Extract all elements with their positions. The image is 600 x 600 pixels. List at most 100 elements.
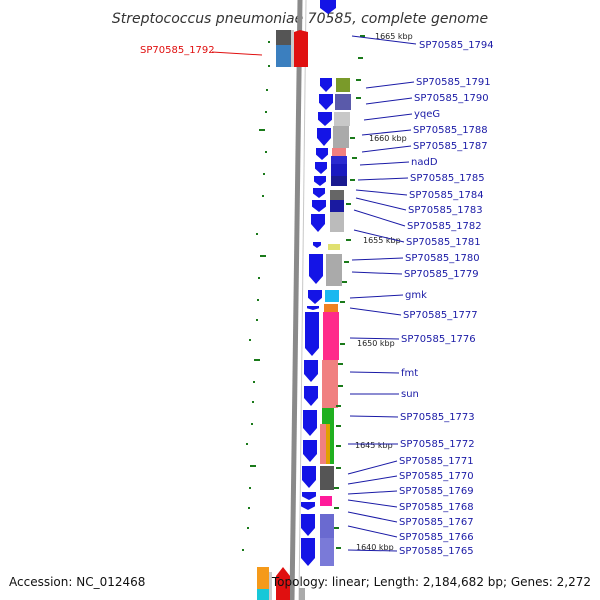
strand-gene-arrows [301,78,333,566]
gene-label-sp70585-1770[interactable]: SP70585_1770 [399,471,474,482]
leader-line [365,81,415,89]
gene-label-sp70585-1790[interactable]: SP70585_1790 [414,93,489,104]
gene-arrow [317,128,331,146]
genome-summary-text: Topology: linear; Length: 2,184,682 bp; … [271,575,591,589]
gene-arrow [304,360,318,382]
gene-label-sp70585-1788[interactable]: SP70585_1788 [413,125,488,136]
gene-label-sp70585-1781[interactable]: SP70585_1781 [406,237,481,248]
gene-label-sp70585-1782[interactable]: SP70585_1782 [407,221,482,232]
gene-label-sun[interactable]: sun [401,389,419,400]
gene-arrow [303,410,317,436]
cog-bar [331,156,347,164]
gene-arrow [320,78,332,92]
gene-arrow [302,466,316,488]
gene-arrow [301,514,315,536]
scale-labels: 1665 kbp 1660 kbp 1655 kbp 1650 kbp 1645… [355,32,413,552]
gene-label-sp70585-1787[interactable]: SP70585_1787 [413,141,488,152]
cog-bar [330,212,344,232]
gene-label-sp70585-1785[interactable]: SP70585_1785 [410,173,485,184]
cog-bar [330,200,344,212]
genes-partial-bottom[interactable] [257,567,305,600]
gene-label-sp70585-1769[interactable]: SP70585_1769 [399,486,474,497]
cog-bar [320,466,334,490]
gene-partial-top[interactable] [320,0,336,14]
gene-arrow [316,148,328,160]
scale-label-1645: 1645 kbp [355,441,393,450]
gene-label-sp70585-1766[interactable]: SP70585_1766 [399,532,474,543]
gene-label-sp70585-1794[interactable]: SP70585_1794 [419,40,494,51]
gene-label-sp70585-1771[interactable]: SP70585_1771 [399,456,474,467]
leader-line [349,371,400,374]
gene-label-sp70585-1792[interactable]: SP70585_1792 [140,45,215,56]
gene-label-sp70585-1780[interactable]: SP70585_1780 [405,253,480,264]
gene-arrow [313,242,321,248]
gene-arrow [301,538,315,566]
gene-label-gmk[interactable]: gmk [405,290,427,301]
leader-line [349,415,399,418]
scale-label-1640: 1640 kbp [356,543,394,552]
cog-bar [326,254,342,286]
leader-line [347,460,398,475]
cog-bar [336,78,350,92]
leader-line [353,209,406,227]
gene-label-yqeg[interactable]: yqeG [414,109,440,120]
cog-bar [331,164,347,176]
leader-line [355,189,408,196]
scale-label-1655: 1655 kbp [363,236,401,245]
gene-label-sp70585-1791[interactable]: SP70585_1791 [416,77,491,88]
right-scale-ticks [334,35,365,549]
accession-text: Accession: NC_012468 [9,575,145,589]
scale-label-1660: 1660 kbp [369,134,407,143]
gene-label-sp70585-1783[interactable]: SP70585_1783 [408,205,483,216]
genome-axis [289,0,307,600]
cog-bar [325,290,339,302]
cog-bar [324,304,338,312]
cog-bar [334,112,350,126]
gene-label-sp70585-1767[interactable]: SP70585_1767 [399,517,474,528]
gene-arrow [303,440,317,462]
leader-line [363,113,413,121]
gene-label-sp70585-1779[interactable]: SP70585_1779 [404,269,479,280]
gene-label-sp70585-1765[interactable]: SP70585_1765 [399,546,474,557]
gene-label-sp70585-1784[interactable]: SP70585_1784 [409,190,484,201]
leader-line [349,307,402,316]
cog-bar [333,126,349,148]
gene-label-fmt[interactable]: fmt [401,368,418,379]
gene-label-sp70585-1768[interactable]: SP70585_1768 [399,502,474,513]
cog-bar [320,424,326,464]
gene-label-nadd[interactable]: nadD [411,157,438,168]
cog-bar [320,514,334,538]
gene-arrow [307,306,319,310]
gene-arrow [308,290,322,304]
cog-bar [332,148,346,156]
gene-label-sp70585-1773[interactable]: SP70585_1773 [400,412,475,423]
cog-bar [322,408,334,424]
gene-arrow [312,200,326,212]
leader-line [351,271,403,275]
cog-bar [326,424,330,464]
left-scale-ticks [242,41,270,551]
gene-label-sp70585-1776[interactable]: SP70585_1776 [401,334,476,345]
scale-label-1650: 1650 kbp [357,339,395,348]
leader-line [349,294,404,299]
leader-line [361,129,412,136]
gene-label-list: SP70585_1794 SP70585_1791 SP70585_1790 y… [399,40,494,557]
leader-line [347,499,398,508]
leader-line [347,511,398,523]
cog-bar [330,424,334,464]
gene-label-sp70585-1772[interactable]: SP70585_1772 [400,439,475,450]
leader-line [357,177,409,181]
cog-bar [320,496,332,506]
cog-bar [335,94,351,110]
leader-line [361,145,412,153]
cog-bar [320,538,334,566]
gene-arrow [305,312,319,356]
leader-line [347,475,398,485]
gene-arrow [319,94,333,110]
gene-label-sp70585-1777[interactable]: SP70585_1777 [403,310,478,321]
gene-arrow [301,502,315,510]
leader-line [347,490,398,495]
cog-bar [328,244,340,250]
gene-sp70585-1792[interactable] [276,30,308,67]
cog-color-bars [320,78,351,566]
